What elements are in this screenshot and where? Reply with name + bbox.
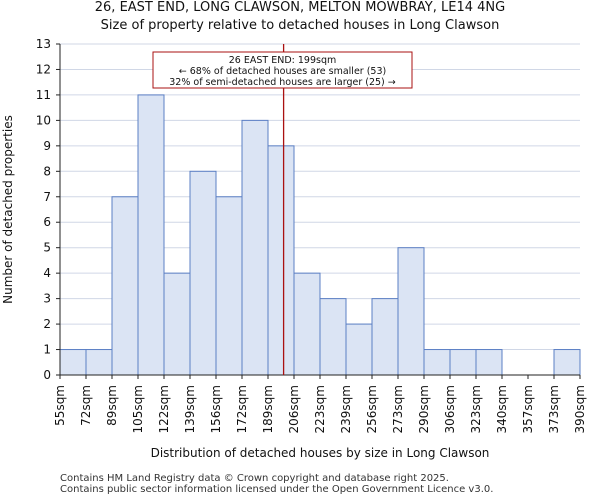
footer-line-1: Contains HM Land Registry data © Crown c…	[60, 473, 449, 484]
bar	[267, 145, 295, 376]
x-tick-label: 290sqm	[417, 385, 431, 433]
annotation-box	[152, 51, 413, 89]
bar	[111, 196, 139, 376]
y-tick-label: 6	[43, 215, 51, 229]
x-tick-label: 256sqm	[365, 385, 379, 433]
x-tick-label: 72sqm	[79, 385, 93, 426]
chart-subtitle: Size of property relative to detached ho…	[100, 18, 500, 33]
annotation-line-3: 32% of semi-detached houses are larger (…	[169, 77, 396, 88]
x-tick-label: 55sqm	[53, 385, 67, 426]
chart-title: 26, EAST END, LONG CLAWSON, MELTON MOWBR…	[94, 0, 506, 15]
bar	[241, 119, 269, 376]
bar	[189, 170, 217, 376]
y-tick-label: 13	[36, 37, 51, 51]
x-tick-label: 373sqm	[547, 385, 561, 433]
bar	[397, 247, 425, 376]
y-tick-label: 0	[43, 368, 51, 382]
y-axis-label: Number of detached properties	[1, 115, 15, 304]
bar	[293, 272, 321, 376]
y-tick-label: 2	[43, 317, 51, 331]
bar	[85, 349, 113, 376]
bar	[475, 349, 503, 376]
bar	[423, 349, 451, 376]
x-tick-label: 223sqm	[313, 385, 327, 433]
y-tick-label: 4	[43, 266, 51, 280]
x-tick-label: 390sqm	[573, 385, 587, 433]
x-tick-label: 89sqm	[105, 385, 119, 426]
x-tick-label: 122sqm	[157, 385, 171, 433]
bar	[137, 94, 165, 376]
x-axis-label: Distribution of detached houses by size …	[151, 446, 490, 460]
x-tick-label: 239sqm	[339, 385, 353, 433]
bar	[371, 298, 399, 376]
x-tick-label: 323sqm	[469, 385, 483, 433]
x-tick-label: 105sqm	[131, 385, 145, 433]
x-tick-label: 273sqm	[391, 385, 405, 433]
annotation-line-1: 26 EAST END: 199sqm	[229, 55, 336, 66]
x-tick-label: 172sqm	[235, 385, 249, 433]
annotation-line-2: ← 68% of detached houses are smaller (53…	[179, 66, 386, 77]
y-tick-label: 9	[43, 139, 51, 153]
y-tick-label: 8	[43, 164, 51, 178]
y-tick-label: 5	[43, 241, 51, 255]
bar	[59, 349, 87, 376]
x-tick-label: 156sqm	[209, 385, 223, 433]
bar	[553, 349, 581, 376]
y-tick-label: 10	[36, 113, 51, 127]
x-tick-label: 357sqm	[521, 385, 535, 433]
y-tick-label: 7	[43, 190, 51, 204]
footer-line-2: Contains public sector information licen…	[60, 484, 494, 495]
y-tick-label: 3	[43, 292, 51, 306]
bar	[319, 298, 347, 376]
x-tick-label: 306sqm	[443, 385, 457, 433]
bar	[215, 196, 243, 376]
bar	[449, 349, 477, 376]
y-tick-label: 12	[36, 62, 51, 76]
x-tick-label: 139sqm	[183, 385, 197, 433]
bar	[163, 272, 191, 376]
bar	[345, 323, 373, 376]
x-tick-label: 340sqm	[495, 385, 509, 433]
x-tick-label: 206sqm	[287, 385, 301, 433]
y-tick-label: 11	[36, 88, 51, 102]
y-tick-label: 1	[43, 343, 51, 357]
x-tick-label: 189sqm	[261, 385, 275, 433]
